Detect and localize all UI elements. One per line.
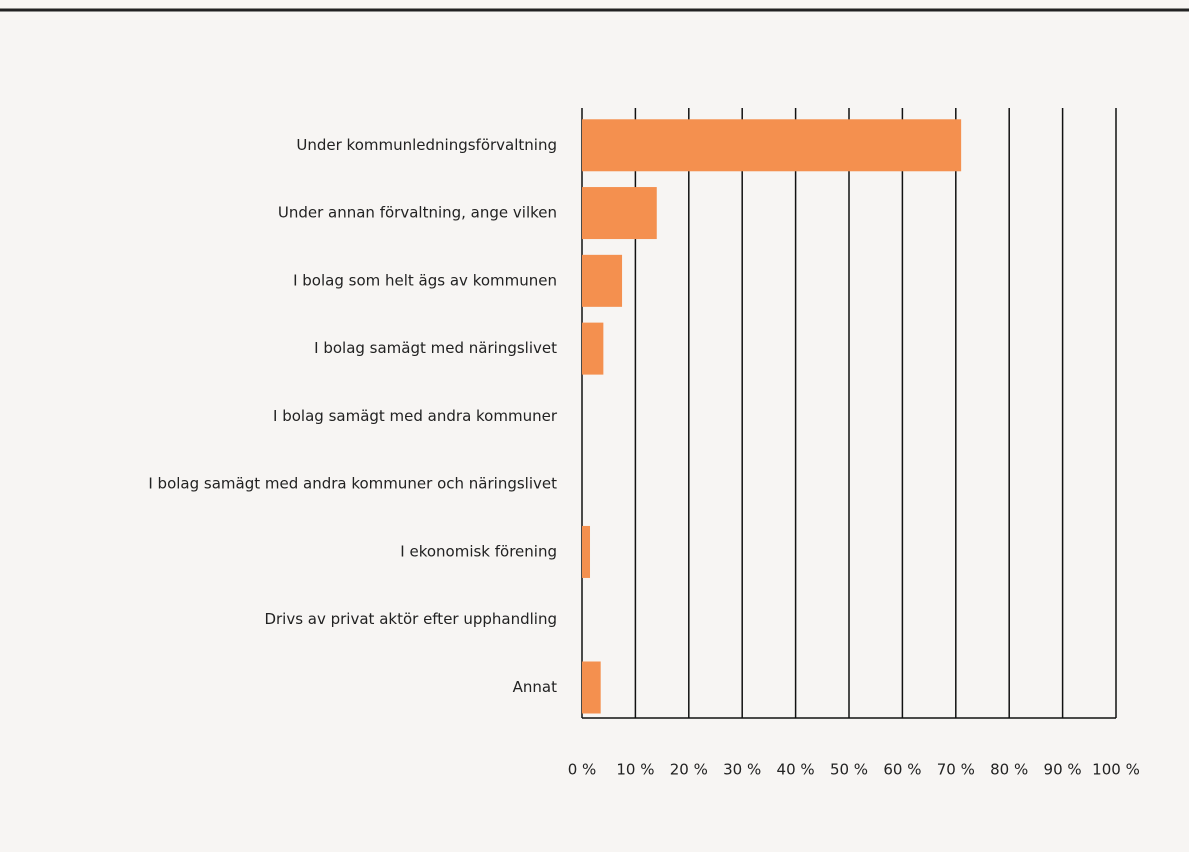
y-tick-label: I ekonomisk förening xyxy=(400,542,557,560)
bar xyxy=(582,525,591,578)
bar xyxy=(582,661,601,714)
y-tick-label: Under kommunledningsförvaltning xyxy=(296,136,557,154)
x-tick-label: 20 % xyxy=(670,761,708,779)
x-tick-label: 90 % xyxy=(1044,761,1082,779)
y-tick-label: I bolag samägt med näringslivet xyxy=(314,339,557,357)
bar xyxy=(582,322,604,375)
x-tick-label: 60 % xyxy=(883,761,921,779)
bar xyxy=(582,119,962,172)
x-tick-label: 50 % xyxy=(830,761,868,779)
x-tick-label: 70 % xyxy=(937,761,975,779)
x-tick-label: 0 % xyxy=(568,761,597,779)
y-tick-label: Under annan förvaltning, ange vilken xyxy=(278,204,557,222)
y-tick-label: I bolag som helt ägs av kommunen xyxy=(293,271,557,289)
x-tick-label: 30 % xyxy=(723,761,761,779)
bar xyxy=(582,254,623,307)
x-tick-label: 100 % xyxy=(1092,761,1140,779)
bar xyxy=(582,187,657,240)
y-tick-label: I bolag samägt med andra kommuner och nä… xyxy=(148,475,557,493)
x-tick-label: 40 % xyxy=(777,761,815,779)
x-tick-label: 80 % xyxy=(990,761,1028,779)
y-tick-label: I bolag samägt med andra kommuner xyxy=(273,407,558,425)
y-tick-label: Drivs av privat aktör efter upphandling xyxy=(264,610,557,628)
y-tick-label: Annat xyxy=(513,678,557,696)
x-tick-label: 10 % xyxy=(616,761,654,779)
